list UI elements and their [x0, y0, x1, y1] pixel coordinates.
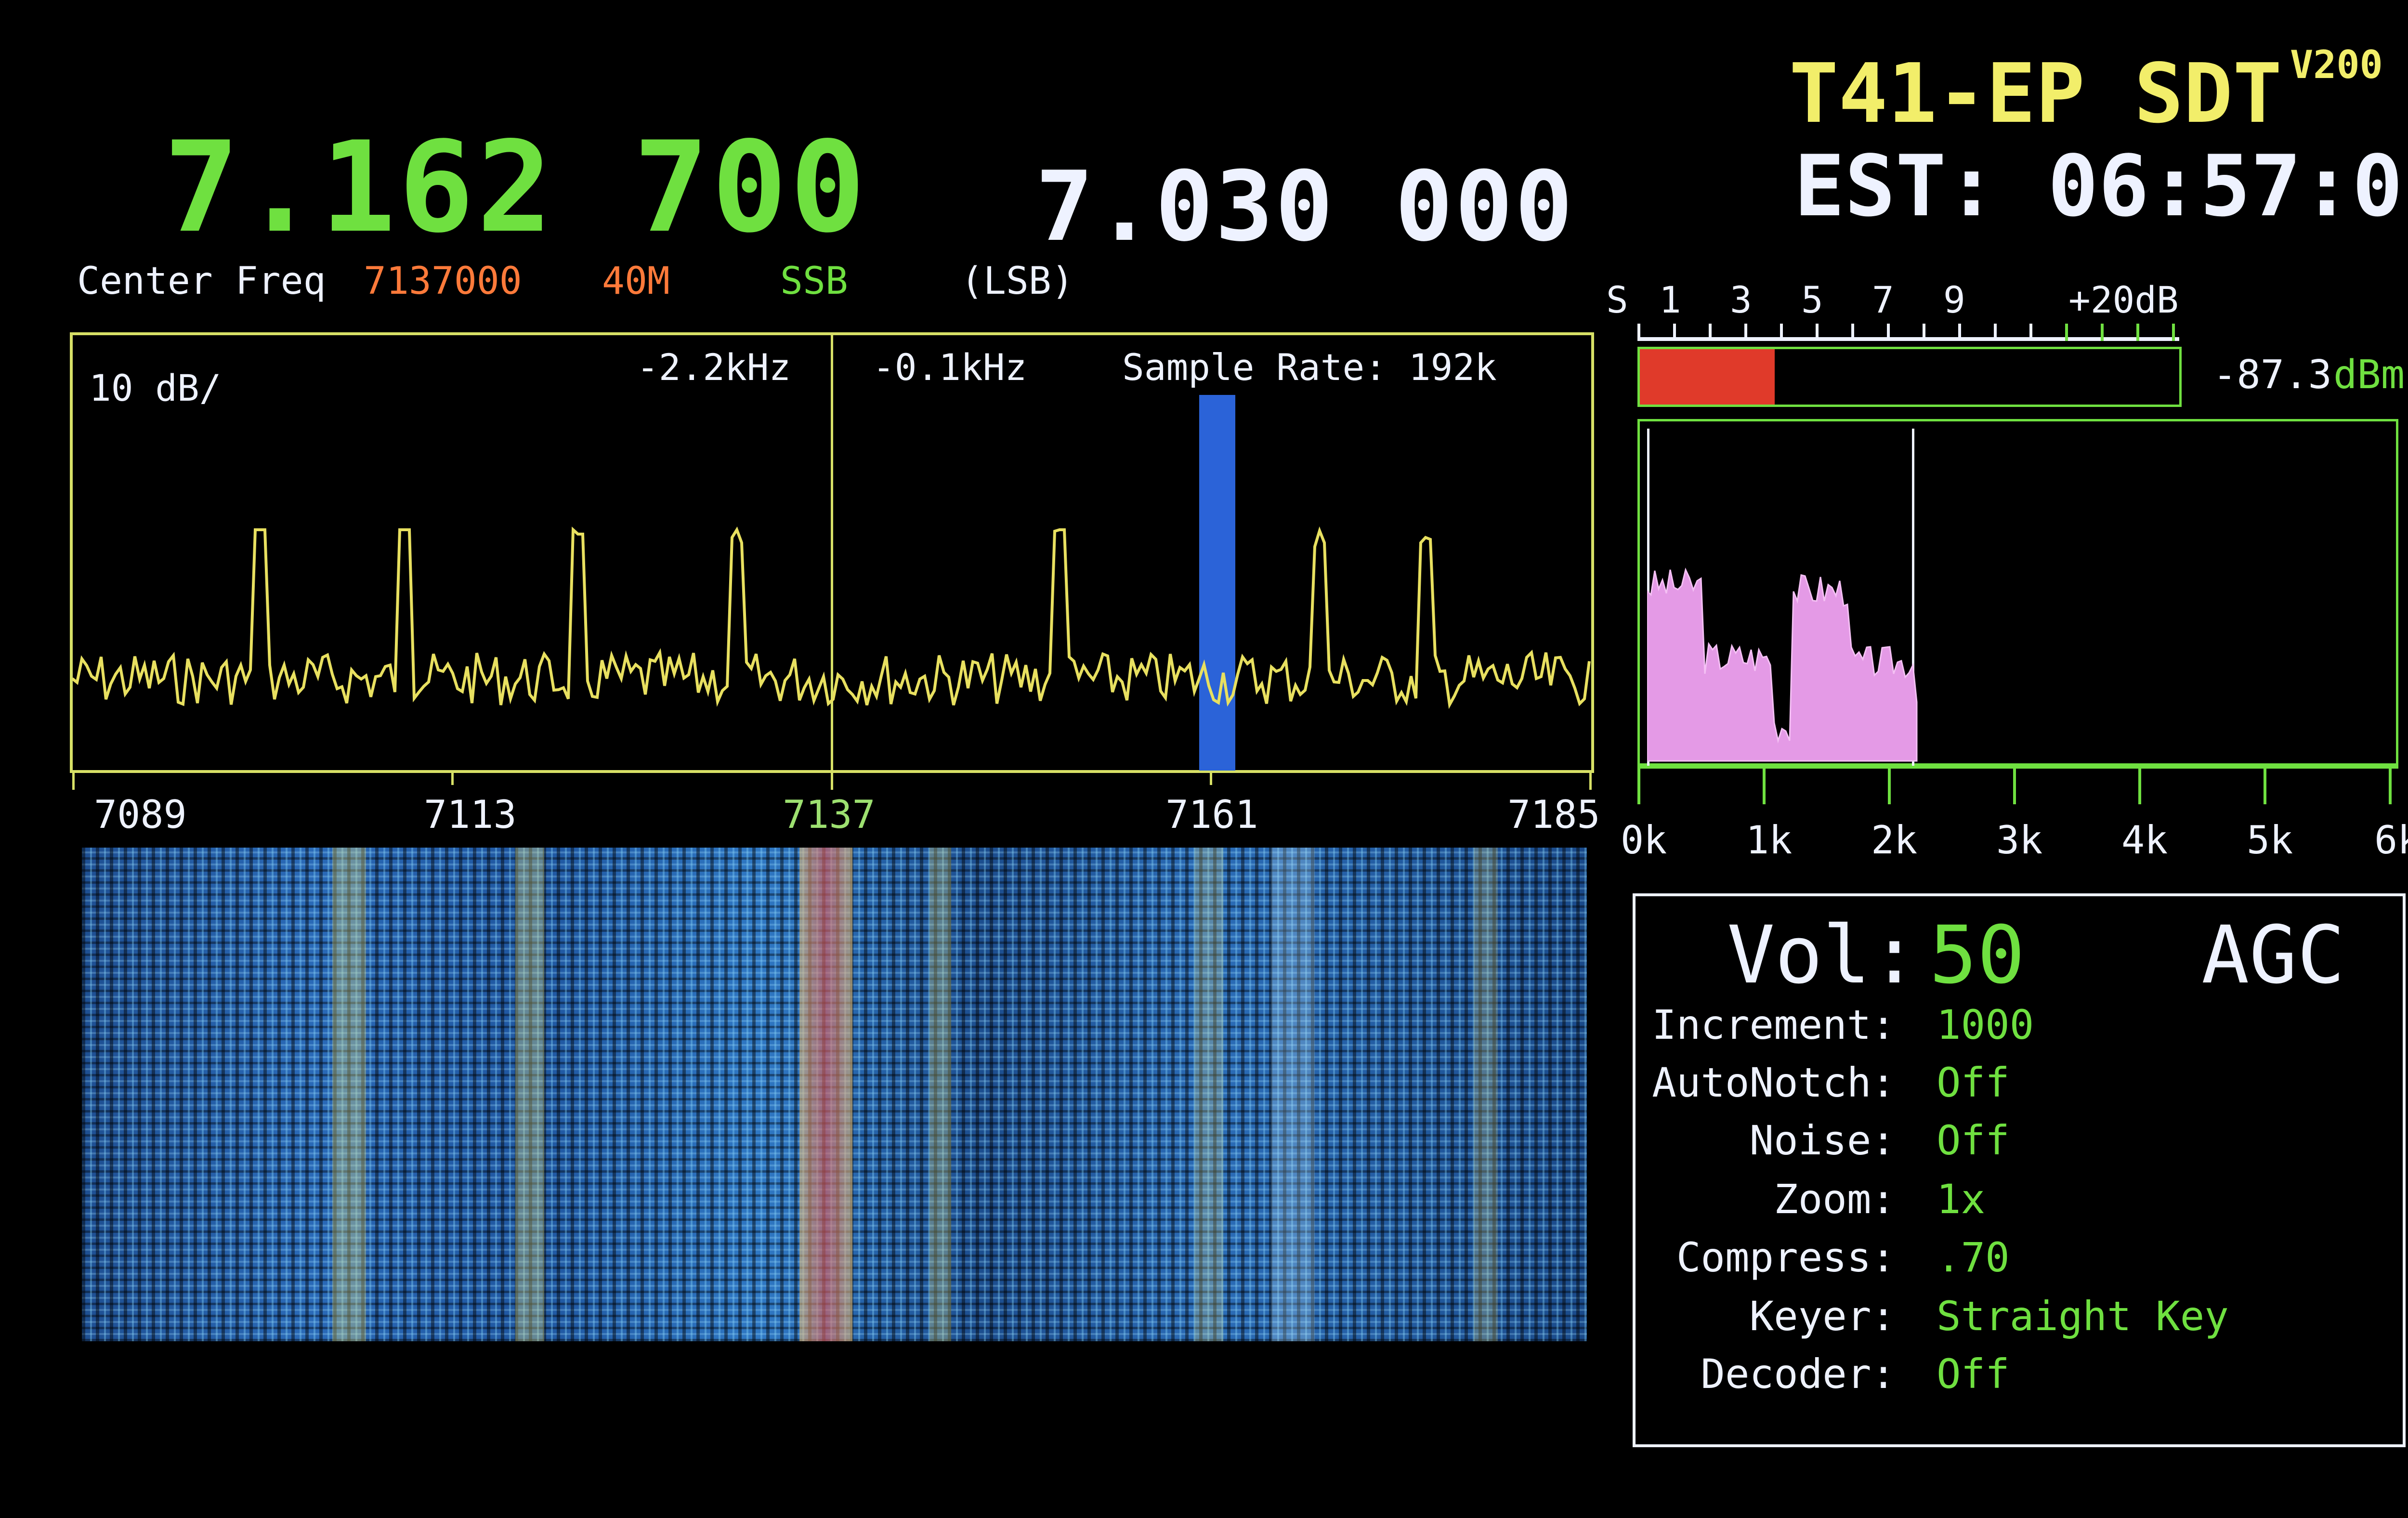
noise-value[interactable]: Off: [1937, 1117, 2010, 1164]
audio-axis: [1637, 766, 2398, 804]
band-label[interactable]: 40M: [602, 260, 670, 303]
autonotch-label: AutoNotch:: [1652, 1059, 1896, 1106]
agc-label[interactable]: AGC: [2201, 909, 2345, 1001]
setting-row-noise[interactable]: Noise:: [1636, 1120, 1896, 1164]
smeter-scale: [1637, 324, 2179, 341]
tx-frequency-display[interactable]: 7.030 000: [1035, 151, 1575, 263]
smeter-level: [1640, 349, 1775, 405]
audio-tick-3k: 3k: [1996, 818, 2043, 863]
smeter-bar: [1637, 347, 2182, 407]
audio-tick-4k: 4k: [2121, 818, 2168, 863]
setting-row-keyer[interactable]: Keyer:: [1636, 1296, 1896, 1339]
spectrum-trace: [72, 526, 1591, 709]
smeter-label-9: 9: [1943, 278, 1965, 321]
rx-frequency-display[interactable]: 7.162 700: [164, 115, 868, 261]
spectrum-axis: [72, 771, 1594, 790]
smeter-label-s: S: [1606, 278, 1628, 321]
smeter-reading-unit: dBm: [2333, 352, 2405, 398]
freq-tick-7185: 7185: [1507, 792, 1600, 837]
increment-value[interactable]: 1000: [1937, 1001, 2034, 1048]
compress-label: Compress:: [1676, 1234, 1896, 1281]
audio-tick-2k: 2k: [1871, 818, 1918, 863]
freq-tick-7089: 7089: [94, 792, 187, 837]
keyer-label: Keyer:: [1749, 1293, 1896, 1340]
audio-spectrum-panel: [1637, 419, 2398, 766]
center-marker-line: [831, 335, 833, 771]
smeter-label-plus20: +20dB: [2068, 278, 2179, 321]
sideband-label[interactable]: (LSB): [961, 260, 1074, 303]
smeter-label-7: 7: [1872, 278, 1894, 321]
audio-tick-5k: 5k: [2247, 818, 2293, 863]
setting-row-zoom[interactable]: Zoom:: [1636, 1179, 1896, 1222]
scale-label: 10 dB/: [89, 366, 222, 409]
center-freq-label: Center Freq: [77, 260, 326, 303]
audio-tick-6k: 6k: [2374, 818, 2408, 863]
clock-display: EST: 06:57:01: [1794, 138, 2408, 236]
smeter-label-5: 5: [1801, 278, 1823, 321]
filter-passband: [1199, 395, 1235, 771]
autonotch-value[interactable]: Off: [1937, 1059, 2010, 1106]
mode-label[interactable]: SSB: [780, 260, 848, 303]
audio-bandwidth-marker: [1912, 429, 1914, 766]
zoom-value[interactable]: 1x: [1937, 1176, 1986, 1223]
volume-label: Vol:: [1727, 909, 1919, 1001]
settings-panel: Vol: 50 AGC Increment: 1000 AutoNotch: O…: [1633, 893, 2406, 1447]
setting-row-compress[interactable]: Compress:: [1636, 1237, 1896, 1281]
compress-value[interactable]: .70: [1937, 1234, 2010, 1281]
offset-right-label: -0.1kHz: [873, 346, 1027, 389]
version-label: V200: [2290, 42, 2383, 87]
audio-tick-0k: 0k: [1621, 818, 1667, 863]
increment-label: Increment:: [1652, 1001, 1896, 1048]
smeter-label-3: 3: [1730, 278, 1752, 321]
decoder-label: Decoder:: [1701, 1350, 1896, 1398]
setting-row-autonotch[interactable]: AutoNotch:: [1636, 1062, 1896, 1106]
smeter-reading-value: -87.3: [2213, 352, 2332, 398]
setting-row-decoder[interactable]: Decoder:: [1636, 1354, 1896, 1397]
center-freq-value: 7137000: [364, 260, 522, 303]
audio-spectrum-bars: [1647, 567, 1918, 762]
smeter-label-1: 1: [1659, 278, 1681, 321]
volume-value[interactable]: 50: [1929, 909, 2025, 1001]
offset-left-label: -2.2kHz: [637, 346, 791, 389]
decoder-value[interactable]: Off: [1937, 1350, 2010, 1398]
waterfall-display[interactable]: [82, 848, 1587, 1341]
audio-tick-1k: 1k: [1746, 818, 1793, 863]
setting-row-increment[interactable]: Increment:: [1636, 1005, 1896, 1048]
sample-rate-label: Sample Rate: 192k: [1122, 346, 1497, 389]
radio-title: T41-EP SDT: [1789, 46, 2282, 142]
zoom-label: Zoom:: [1774, 1176, 1896, 1223]
noise-label: Noise:: [1749, 1117, 1896, 1164]
freq-tick-7113: 7113: [424, 792, 517, 837]
keyer-value[interactable]: Straight Key: [1937, 1293, 2229, 1340]
freq-tick-7161: 7161: [1165, 792, 1258, 837]
freq-tick-7137: 7137: [783, 792, 876, 837]
